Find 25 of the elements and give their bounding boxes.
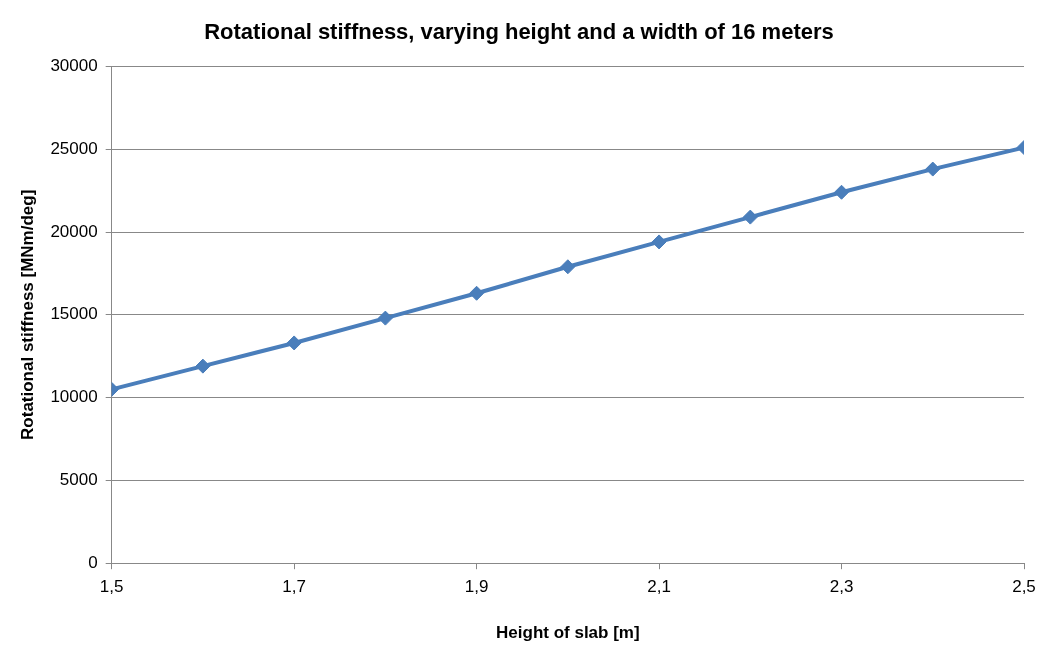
point — [651, 234, 667, 250]
y-tick-label: 5000 — [59, 470, 98, 490]
point — [560, 259, 576, 275]
point — [925, 161, 941, 177]
y-tick-label: 30000 — [50, 56, 98, 76]
x-tick-label: 2,5 — [1012, 577, 1036, 597]
x-tick-label: 2,3 — [829, 577, 854, 597]
point — [834, 184, 850, 200]
point — [286, 335, 302, 351]
point — [377, 310, 393, 326]
y-tick-label: 10000 — [50, 387, 98, 407]
point — [195, 358, 211, 374]
y-tick-label: 25000 — [50, 138, 98, 158]
point — [469, 285, 485, 301]
y-tick-label: 15000 — [50, 304, 98, 324]
y-tick-label: 0 — [88, 552, 98, 572]
x-tick-label: 1,5 — [99, 577, 124, 597]
point — [742, 209, 758, 225]
x-tick-label: 1,9 — [464, 577, 489, 597]
x-tick-label: 1,7 — [282, 577, 306, 597]
y-axis-title: Rotational stiffness [MNm/deg] — [17, 189, 37, 440]
x-axis-title: Height of slab [m] — [496, 623, 640, 643]
chart-title: Rotational stiffness, varying height and a width of 16 meters — [204, 19, 834, 45]
x-tick-label: 2,1 — [647, 577, 671, 597]
y-tick-label: 20000 — [50, 221, 98, 241]
